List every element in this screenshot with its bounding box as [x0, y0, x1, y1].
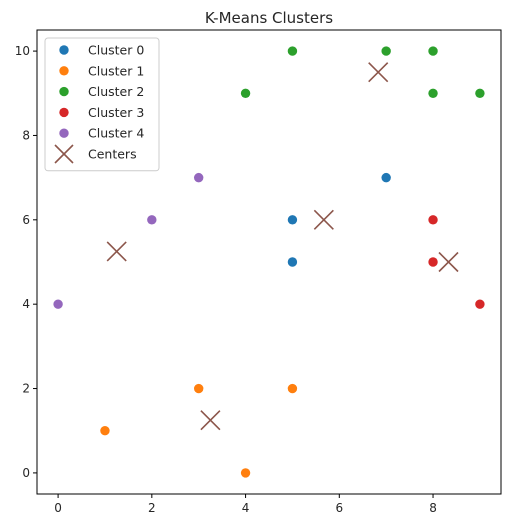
y-tick-label: 4: [22, 297, 30, 311]
legend-label: Cluster 3: [88, 105, 144, 120]
cluster-2-point: [475, 88, 485, 98]
cluster-0-point: [381, 172, 391, 183]
cluster-4-point: [147, 215, 157, 225]
x-tick-label: 0: [54, 501, 62, 515]
legend-marker-cluster-2: [59, 86, 69, 97]
cluster-2-point: [428, 88, 438, 98]
x-tick-label: 8: [429, 501, 437, 515]
cluster-1-point: [100, 426, 110, 436]
chart-title: K-Means Clusters: [205, 9, 333, 27]
legend-label: Cluster 4: [88, 126, 144, 141]
cluster-0-point: [287, 215, 298, 225]
legend: Cluster 0 Cluster 1 Cluster 2 Cluster 3 Clus…: [44, 37, 160, 172]
cluster-2-point: [287, 46, 298, 56]
legend-label: Cluster 0: [88, 43, 144, 58]
cluster-2-point: [381, 46, 391, 56]
y-tick-label: 10: [15, 44, 30, 58]
center-marker: [200, 410, 221, 431]
x-tick-label: 4: [242, 501, 250, 515]
data-points: [53, 46, 485, 478]
legend-marker-centers: [54, 144, 74, 164]
cluster-2-point: [428, 46, 438, 56]
cluster-1-point: [287, 383, 298, 394]
cluster-4-point: [193, 172, 204, 183]
legend-marker-cluster-0: [59, 45, 69, 55]
cluster-3-point: [428, 215, 438, 225]
legend-label: Cluster 2: [88, 84, 144, 99]
legend-frame: [44, 37, 160, 172]
y-tick-label: 2: [22, 382, 30, 396]
cluster-1-point: [193, 383, 204, 394]
cluster-2-point: [240, 88, 251, 98]
center-marker: [313, 209, 334, 230]
cluster-3-point: [475, 299, 485, 309]
x-axis: 0 2 4 6 8: [54, 494, 437, 515]
legend-label: Cluster 1: [88, 63, 144, 78]
plot-frame: [36, 29, 502, 495]
legend-label: Centers: [88, 147, 137, 162]
center-marker: [106, 241, 127, 262]
y-tick-label: 0: [22, 466, 30, 480]
legend-marker-cluster-4: [59, 128, 69, 138]
legend-marker-cluster-3: [59, 107, 69, 118]
cluster-4-point: [53, 299, 63, 309]
cluster-0-point: [287, 257, 298, 267]
center-marker: [368, 62, 389, 83]
x-tick-label: 2: [148, 501, 156, 515]
y-axis: 0 2 4 6 8 10: [15, 44, 37, 480]
x-tick-label: 6: [335, 501, 343, 515]
legend-marker-cluster-1: [59, 66, 69, 76]
y-tick-label: 8: [22, 128, 30, 142]
center-marker: [438, 251, 459, 273]
y-tick-label: 6: [22, 213, 30, 227]
cluster-3-point: [428, 257, 438, 267]
cluster-1-point: [240, 468, 251, 478]
